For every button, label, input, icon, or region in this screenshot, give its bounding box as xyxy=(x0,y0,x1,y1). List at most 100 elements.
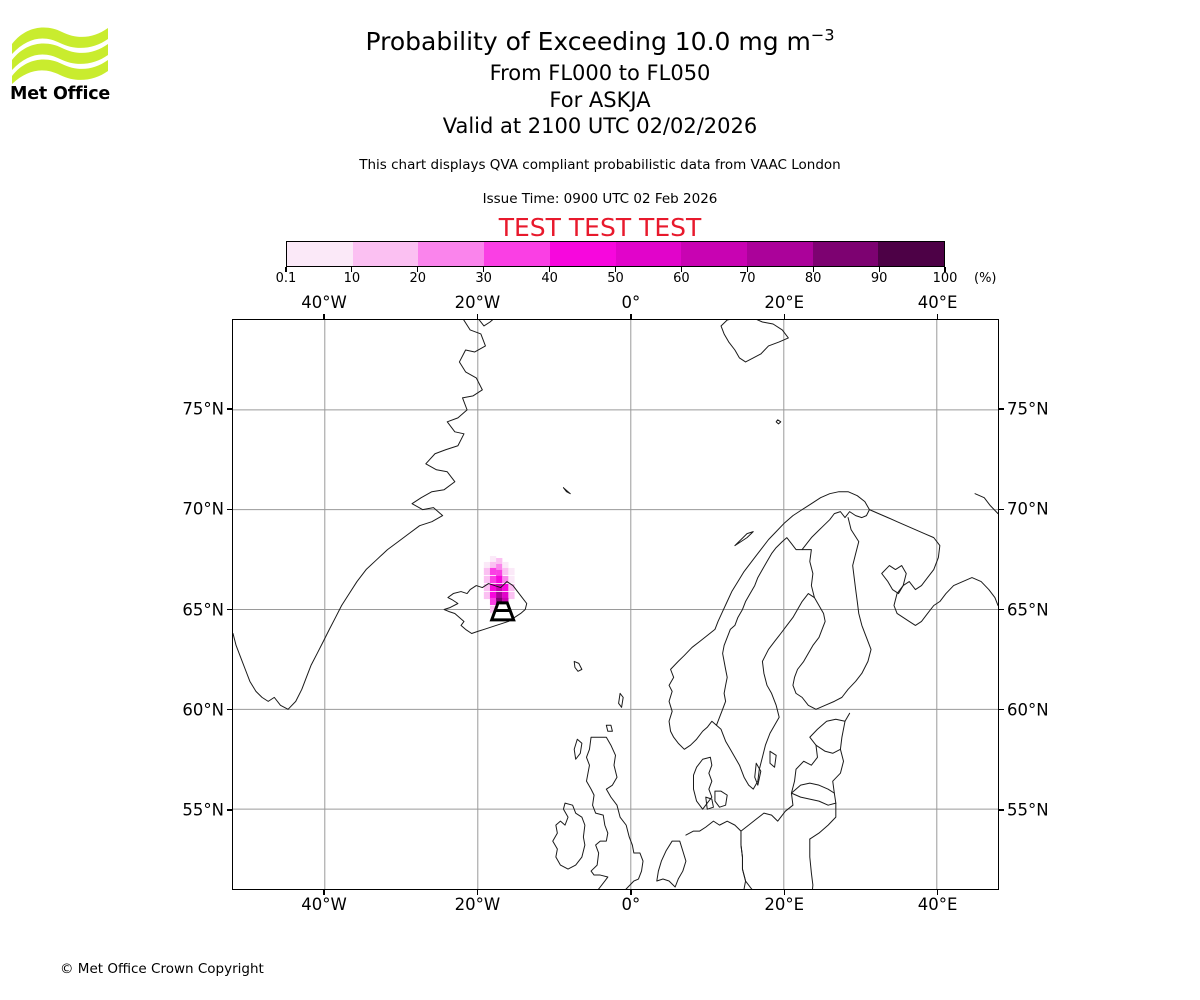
colorbar-tick-label-2: 20 xyxy=(409,271,427,286)
title-main-text: Probability of Exceeding 10.0 mg m xyxy=(365,27,811,56)
lon-tick-bottom-1 xyxy=(476,890,479,895)
coastline-netherlands-belgium xyxy=(656,840,687,888)
valid-time-subtitle: Valid at 2100 UTC 02/02/2026 xyxy=(442,114,758,138)
issue-time-label: Issue Time: 0900 UTC 02 Feb 2026 xyxy=(482,191,718,207)
colorbar-tick-1 xyxy=(351,267,353,272)
coastline-greenland-north-islands xyxy=(478,320,494,327)
colorbar-tick-label-9: 90 xyxy=(870,271,888,286)
coastline-paths xyxy=(233,320,998,889)
lat-label-right-0: 55°N xyxy=(1007,800,1049,820)
colorbar-ticks xyxy=(285,267,946,273)
test-banner: TEST TEST TEST xyxy=(498,213,702,242)
lon-label-top-0: 40°W xyxy=(301,293,347,312)
lat-tick-right-0 xyxy=(999,809,1004,811)
lon-label-top-3: 20°E xyxy=(764,293,805,312)
ash-cell-12 xyxy=(489,575,497,584)
colorbar-tick-0 xyxy=(285,267,287,272)
ash-cell-19 xyxy=(502,583,509,592)
lon-label-top-2: 0° xyxy=(621,293,641,312)
ash-cell-4 xyxy=(496,563,503,572)
lon-tick-bottom-2 xyxy=(630,890,632,895)
flight-level-subtitle: From FL000 to FL050 xyxy=(489,61,711,85)
lat-label-left-3: 70°N xyxy=(182,499,224,519)
coastline-svalbard-south xyxy=(720,320,789,363)
ash-cell-8 xyxy=(496,569,503,578)
lat-tick-left-3 xyxy=(227,508,232,511)
coastline-finland-border xyxy=(801,549,815,599)
logo-wave-2 xyxy=(12,43,108,70)
logo-wave-3 xyxy=(12,59,108,84)
ash-cell-5 xyxy=(502,561,509,570)
ash-cell-20 xyxy=(508,583,515,592)
met-office-wordmark: Met Office xyxy=(10,84,111,104)
lon-label-top-4: 40°E xyxy=(917,293,958,312)
ash-cell-11 xyxy=(483,575,491,584)
page-title: Probability of Exceeding 10.0 mg m−3 xyxy=(0,24,1200,60)
coastline-lithuania-latvia-border xyxy=(790,782,835,794)
map-canvas xyxy=(233,320,998,889)
ash-cell-21 xyxy=(483,591,491,600)
ash-cell-24 xyxy=(502,591,509,600)
probability-colorbar: 0.1 10 20 30 40 50 60 70 80 90 100 xyxy=(276,241,957,286)
coastline-kola-inner xyxy=(881,565,907,595)
lon-tick-top-3 xyxy=(783,314,785,319)
coastline-norway-west xyxy=(668,491,870,750)
colorbar-segment-5 xyxy=(615,242,682,266)
ash-cell-25 xyxy=(508,591,515,600)
lat-label-left-1: 60°N xyxy=(182,700,224,720)
lon-label-bottom-3: 20°E xyxy=(764,895,805,914)
lat-label-left-0: 55°N xyxy=(182,800,224,820)
coastline-orkney xyxy=(605,724,613,732)
colorbar-tick-label-8: 80 xyxy=(804,271,822,286)
ash-cell-26 xyxy=(489,597,497,606)
coastline-germany-east-border xyxy=(740,830,747,889)
coastline-svalbard-bear xyxy=(775,419,782,425)
coastline-novaya-zemlya-sw xyxy=(974,493,998,515)
coastline-great-britain xyxy=(585,736,644,889)
ash-cell-7 xyxy=(489,567,497,576)
lat-tick-left-4 xyxy=(227,408,232,410)
colorbar-tick-label-4: 40 xyxy=(541,271,558,286)
ash-cell-2 xyxy=(496,557,503,566)
lat-label-right-2: 65°N xyxy=(1007,600,1049,619)
lat-tick-left-2 xyxy=(227,608,232,611)
ash-cell-6 xyxy=(483,567,491,576)
ash-cell-17 xyxy=(489,583,497,592)
coastline-greenland-east-coast xyxy=(233,320,486,710)
colorbar-segment-4 xyxy=(549,242,616,266)
coastline-sweden-finland xyxy=(715,517,872,790)
lat-tick-left-1 xyxy=(227,708,232,711)
ash-cell-14 xyxy=(502,575,509,584)
chart-title-block: Probability of Exceeding 10.0 mg m−3 Fro… xyxy=(0,24,1200,140)
lon-tick-top-0 xyxy=(323,314,325,319)
coastline-jan-mayen xyxy=(562,487,571,495)
qva-compliance-note: This chart displays QVA compliant probab… xyxy=(359,157,841,173)
logo-wave-1 xyxy=(12,27,108,54)
coastline-russia-white-sea xyxy=(868,509,998,626)
coastline-fyn xyxy=(705,796,714,810)
colorbar-segment-0 xyxy=(287,242,353,266)
ash-cell-15 xyxy=(508,575,515,584)
lon-tick-top-2 xyxy=(630,314,632,319)
colorbar-tick-9 xyxy=(878,267,880,272)
colorbar-tick-8 xyxy=(812,267,814,272)
lon-label-bottom-4: 40°E xyxy=(917,895,958,914)
coastline-poland-south xyxy=(740,830,814,889)
colorbar-tick-label-3: 30 xyxy=(475,271,492,286)
colorbar-segment-9 xyxy=(878,242,945,266)
colorbar-gradient xyxy=(286,241,945,267)
coastline-faroe-islands xyxy=(573,660,583,672)
lon-label-bottom-0: 40°W xyxy=(301,895,347,914)
lat-label-left-4: 75°N xyxy=(182,399,224,419)
colorbar-segment-6 xyxy=(681,242,747,266)
colorbar-tick-6 xyxy=(680,267,682,272)
map-plot-area[interactable] xyxy=(232,319,999,890)
ash-cell-9 xyxy=(502,567,509,576)
coastline-outer-hebrides xyxy=(573,738,583,760)
coastline-shetland xyxy=(618,692,624,708)
coastline-lofoten xyxy=(734,531,754,547)
title-exponent: −3 xyxy=(810,25,835,45)
met-office-logo: Met Office xyxy=(10,22,114,114)
coastline-zealand xyxy=(714,790,728,808)
graticule-gridlines xyxy=(233,320,998,889)
